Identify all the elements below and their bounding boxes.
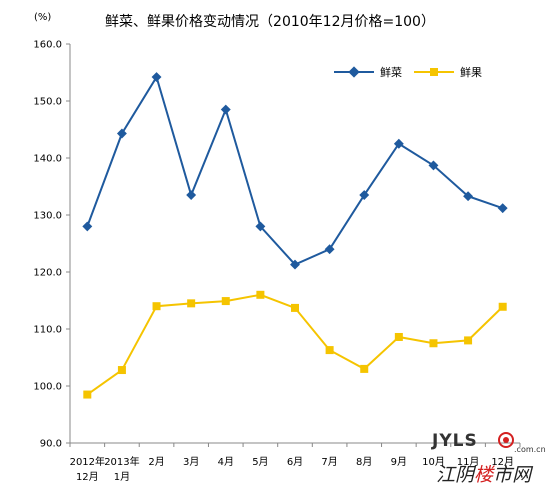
x-tick-label: 2月 [148, 456, 164, 468]
y-tick-label: 120.0 [33, 268, 62, 279]
data-point-fruits [360, 364, 369, 373]
x-tick-label: 11月 [457, 456, 480, 468]
legend-label-fruits: 鲜果 [460, 65, 482, 79]
data-point-fruits [498, 302, 507, 311]
legend-marker-vegetables [348, 66, 360, 78]
legend-item-fruits: 鲜果 [414, 65, 482, 79]
data-point-vegetables [151, 72, 162, 83]
y-tick-label: 160.0 [33, 40, 62, 51]
y-tick-label: 100.0 [33, 382, 62, 393]
x-tick-label-line2: 12月 [76, 471, 99, 483]
data-point-vegetables [324, 244, 335, 255]
x-tick-label: 5月 [252, 456, 268, 468]
legend-marker-fruits [430, 68, 438, 76]
data-point-fruits [152, 302, 161, 311]
data-point-fruits [83, 390, 92, 399]
data-point-fruits [117, 366, 126, 375]
x-tick-label: 4月 [218, 456, 234, 468]
data-point-vegetables [186, 190, 197, 200]
watermark-chinese: 江阴楼市网 [436, 464, 534, 486]
x-tick-label: 2013年 [104, 455, 139, 468]
data-point-fruits [256, 290, 265, 299]
series-fruits [83, 290, 507, 399]
plot-area: 90.0100.0110.0120.0130.0140.0150.0160.0 … [33, 40, 521, 483]
series-layer [82, 72, 508, 399]
legend: 鲜菜 鲜果 [334, 65, 482, 79]
y-axis-unit: (%) [34, 12, 51, 23]
x-tick-label: 6月 [287, 456, 303, 468]
data-point-vegetables [359, 190, 370, 200]
data-point-vegetables [290, 259, 300, 270]
data-point-vegetables [116, 128, 127, 139]
x-tick-label: 3月 [183, 456, 199, 468]
watermark: JYLS .com.cn 江阴楼市网 [431, 431, 546, 486]
chart-title: 鲜菜、鲜果价格变动情况（2010年12月价格=100） [105, 14, 435, 30]
data-point-fruits [291, 303, 299, 312]
y-tick-label: 140.0 [33, 154, 62, 165]
legend-item-vegetables: 鲜菜 [334, 65, 402, 79]
y-tick-label: 150.0 [33, 97, 62, 108]
y-tick-label: 110.0 [33, 325, 62, 336]
x-tick-label: 9月 [391, 456, 407, 468]
seal-logo-icon [498, 432, 514, 448]
series-line-vegetables [86, 74, 504, 266]
data-point-vegetables [393, 138, 404, 149]
watermark-latin: JYLS [431, 431, 478, 451]
y-axis-ticks: 90.0 100.0 110.0 120.0 130.0 140.0 150.0 160.0 [33, 40, 70, 450]
data-point-vegetables [428, 160, 439, 171]
data-point-vegetables [497, 203, 508, 214]
data-point-vegetables [220, 104, 231, 115]
data-point-fruits [325, 346, 334, 355]
data-point-vegetables [82, 221, 93, 232]
x-tick-label: 2012年 [70, 455, 105, 468]
x-tick-label: 8月 [356, 456, 372, 468]
x-tick-label: 12月 [491, 456, 514, 468]
watermark-domain: .com.cn [514, 445, 546, 454]
series-vegetables [82, 72, 508, 270]
data-point-fruits [464, 336, 473, 345]
y-tick-label: 130.0 [33, 211, 62, 222]
data-point-vegetables [255, 221, 266, 232]
x-tick-label: 7月 [321, 456, 337, 468]
legend-label-vegetables: 鲜菜 [380, 65, 402, 79]
data-point-vegetables [463, 191, 474, 202]
x-tick-label: 10月 [422, 456, 445, 468]
x-tick-label-line2: 1月 [114, 471, 130, 483]
data-point-fruits [429, 339, 438, 348]
y-tick-label: 90.0 [40, 439, 62, 450]
x-axis-ticks: 2012年 12月 2013年 1月 2月 3月 4月 5月 6月 7月 8月 9月 10月 11月 12月 [69, 443, 521, 483]
data-point-fruits [221, 297, 230, 306]
data-point-fruits [394, 332, 403, 341]
data-point-fruits [187, 299, 196, 308]
